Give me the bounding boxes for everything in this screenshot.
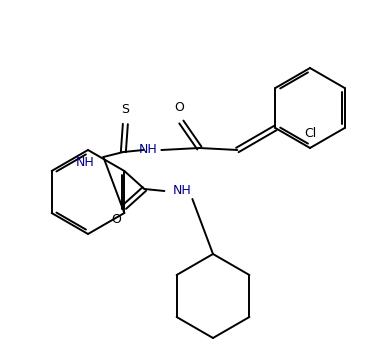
Text: O: O	[111, 213, 121, 226]
Text: Cl: Cl	[304, 127, 316, 140]
Text: NH: NH	[139, 143, 158, 156]
Text: S: S	[121, 103, 129, 116]
Text: NH: NH	[76, 156, 95, 168]
Text: NH: NH	[173, 184, 192, 198]
Text: O: O	[174, 101, 184, 114]
